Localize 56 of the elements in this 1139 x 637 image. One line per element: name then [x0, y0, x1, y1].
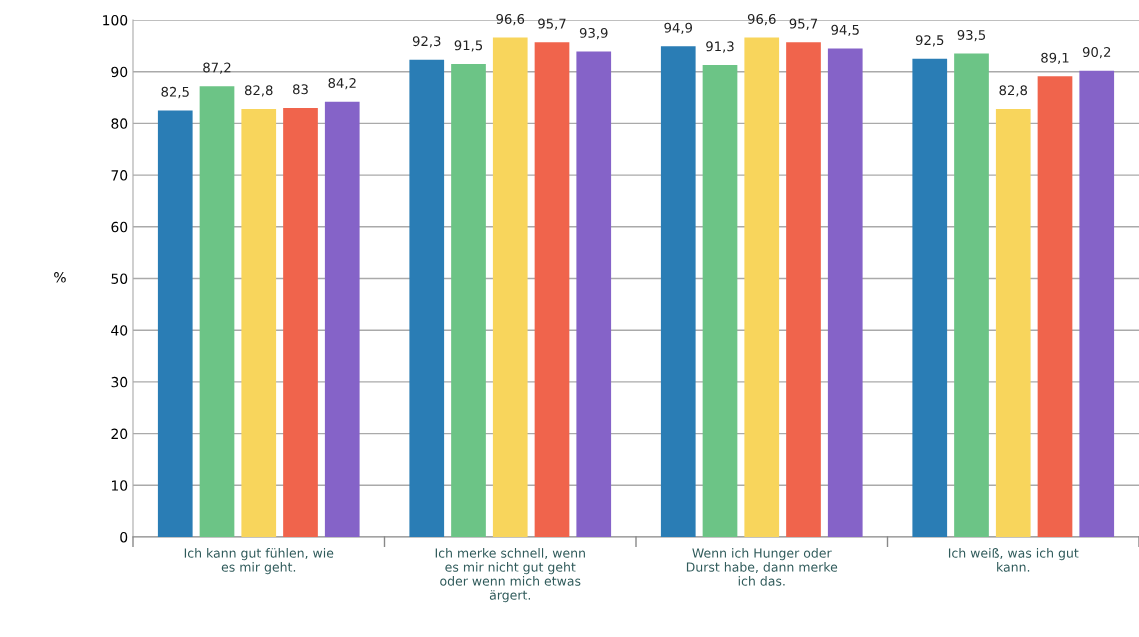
bar — [157, 110, 193, 537]
data-label: 92,5 — [915, 35, 944, 47]
data-label: 84,2 — [328, 78, 356, 90]
data-label: 89,1 — [1041, 52, 1069, 65]
bar — [409, 59, 445, 537]
data-label: 92,3 — [412, 36, 441, 48]
bar — [786, 42, 821, 537]
data-label: 94,9 — [664, 22, 693, 35]
data-label: 93,5 — [957, 29, 986, 42]
data-label: 96,6 — [747, 13, 776, 26]
data-label: 95,7 — [789, 18, 818, 30]
bar — [702, 64, 738, 537]
y-tick-label: 40 — [111, 325, 128, 336]
data-label: 90,2 — [1082, 47, 1111, 59]
x-tick-label: Ich weiß, was ich gut kann. — [948, 548, 1079, 572]
y-tick-label: 20 — [111, 428, 128, 440]
bar — [534, 42, 570, 537]
data-label: 87,2 — [203, 62, 231, 74]
x-tick-label: Wenn ich Hunger oder Durst habe, dann merke ich das. — [686, 548, 838, 586]
bar — [660, 46, 696, 537]
bar — [744, 37, 780, 537]
data-label: 91,3 — [706, 41, 734, 53]
bar — [954, 53, 989, 537]
y-tick-label: 80 — [111, 118, 128, 129]
bar — [199, 86, 235, 537]
data-label: 93,9 — [579, 27, 608, 40]
bar — [576, 51, 612, 537]
bar — [1037, 76, 1073, 537]
x-tick-label: Ich kann gut fühlen, wie es mir geht. — [184, 548, 334, 575]
y-tick-label: 0 — [120, 531, 128, 543]
bar — [283, 107, 318, 537]
y-tick-label: 10 — [111, 480, 128, 491]
data-label: 82,5 — [161, 86, 189, 99]
data-label: 91,5 — [454, 40, 483, 52]
bar — [241, 108, 277, 537]
bar — [995, 108, 1031, 537]
data-label: 82,8 — [999, 85, 1028, 97]
bar — [1079, 70, 1115, 537]
y-axis-title: % — [54, 272, 66, 283]
data-label: 82,8 — [244, 85, 273, 97]
y-tick-label: 60 — [111, 221, 128, 233]
x-tick-label: Ich merke schnell, wenn es mir nicht gut geht oder wenn mich etwas ärgert. — [435, 548, 585, 603]
bar — [451, 63, 486, 537]
bar — [827, 48, 863, 537]
data-label: 83 — [293, 84, 308, 95]
bar — [492, 37, 528, 537]
data-label: 94,5 — [831, 24, 859, 37]
y-tick-label: 90 — [111, 66, 128, 78]
data-label: 95,7 — [538, 18, 566, 30]
y-tick-label: 50 — [111, 273, 128, 284]
data-label: 96,6 — [496, 13, 525, 26]
y-tick-label: 70 — [111, 170, 128, 181]
y-tick-label: 30 — [111, 376, 128, 388]
bar — [324, 101, 360, 537]
bar — [912, 58, 948, 537]
y-tick-label: 100 — [103, 14, 128, 26]
